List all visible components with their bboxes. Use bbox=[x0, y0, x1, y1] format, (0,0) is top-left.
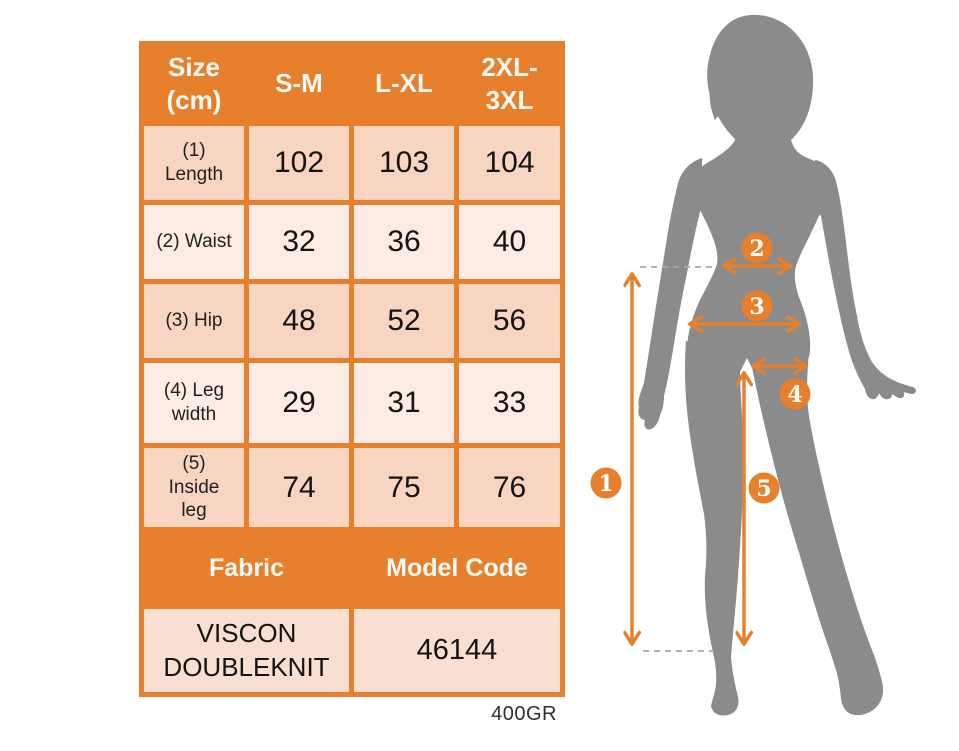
svg-text:2: 2 bbox=[749, 236, 764, 262]
value-hip-sm: 48 bbox=[249, 284, 349, 358]
marker-circle-3: 3 bbox=[741, 290, 773, 322]
fabric-value: VISCON DOUBLEKNIT bbox=[144, 609, 349, 692]
header-size-sm: S-M bbox=[249, 46, 349, 121]
marker-circle-5: 5 bbox=[748, 472, 780, 504]
model-code-value: 46144 bbox=[354, 609, 560, 692]
value-hip-lxl: 52 bbox=[354, 284, 454, 358]
marker-circle-4: 4 bbox=[779, 378, 811, 410]
value-length-lxl: 103 bbox=[354, 126, 454, 200]
value-waist-sm: 32 bbox=[249, 205, 349, 279]
svg-text:4: 4 bbox=[787, 382, 802, 408]
value-inside-leg-lxl: 75 bbox=[354, 448, 454, 527]
svg-text:3: 3 bbox=[749, 294, 764, 320]
header-fabric: Fabric bbox=[144, 532, 349, 604]
value-leg-width-lxl: 31 bbox=[354, 363, 454, 443]
svg-text:5: 5 bbox=[756, 476, 771, 502]
marker-circle-2: 2 bbox=[741, 232, 773, 264]
weight-note: 400GR bbox=[491, 703, 557, 725]
row-label-waist: (2) Waist bbox=[144, 205, 244, 279]
hair-wisp bbox=[709, 88, 722, 120]
row-label-inside-leg: (5) Inside leg bbox=[144, 448, 244, 527]
value-waist-lxl: 36 bbox=[354, 205, 454, 279]
row-label-hip: (3) Hip bbox=[144, 284, 244, 358]
value-inside-leg-2xl3xl: 76 bbox=[459, 448, 560, 527]
value-leg-width-sm: 29 bbox=[249, 363, 349, 443]
marker-circle-1: 1 bbox=[590, 467, 622, 499]
row-label-length: (1) Length bbox=[144, 126, 244, 200]
header-size-lxl: L-XL bbox=[354, 46, 454, 121]
value-hip-2xl3xl: 56 bbox=[459, 284, 560, 358]
svg-text:1: 1 bbox=[598, 471, 613, 497]
header-size-cm: Size (cm) bbox=[144, 46, 244, 121]
value-length-sm: 102 bbox=[249, 126, 349, 200]
value-length-2xl3xl: 104 bbox=[459, 126, 560, 200]
value-waist-2xl3xl: 40 bbox=[459, 205, 560, 279]
value-inside-leg-sm: 74 bbox=[249, 448, 349, 527]
row-label-leg-width: (4) Leg width bbox=[144, 363, 244, 443]
value-leg-width-2xl3xl: 33 bbox=[459, 363, 560, 443]
header-model-code: Model Code bbox=[354, 532, 560, 604]
size-table: Size (cm) S-M L-XL 2XL- 3XL (1) Length 1… bbox=[139, 41, 565, 697]
header-size-2xl3xl: 2XL- 3XL bbox=[459, 46, 560, 121]
